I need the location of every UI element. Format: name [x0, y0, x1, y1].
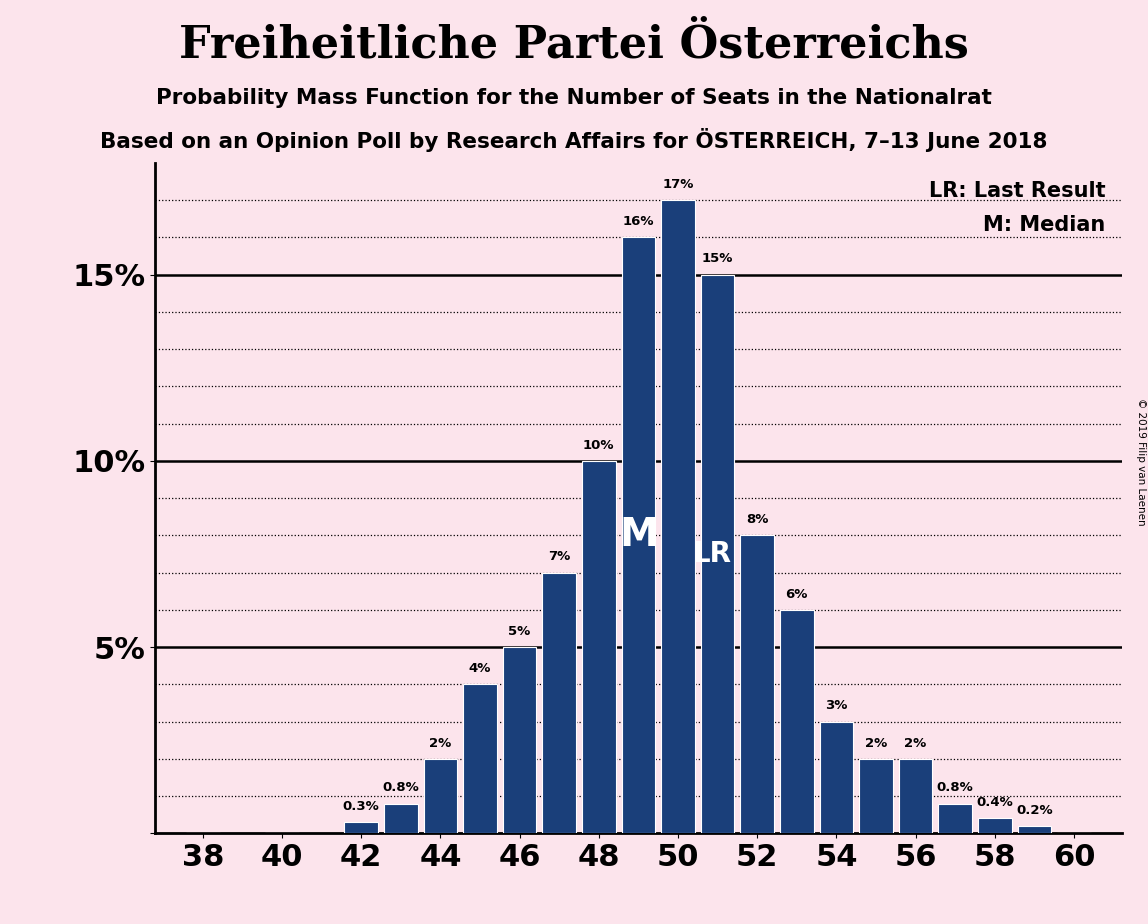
Bar	[938, 804, 972, 833]
Bar	[1017, 826, 1052, 833]
Text: 2%: 2%	[864, 736, 887, 749]
Text: 0.4%: 0.4%	[977, 796, 1014, 809]
Text: 7%: 7%	[548, 551, 571, 564]
Text: 4%: 4%	[468, 662, 491, 675]
Text: © 2019 Filip van Laenen: © 2019 Filip van Laenen	[1135, 398, 1146, 526]
Text: 15%: 15%	[701, 252, 734, 265]
Bar	[700, 274, 735, 833]
Bar	[978, 819, 1011, 833]
Text: 0.8%: 0.8%	[937, 781, 974, 795]
Bar	[582, 461, 615, 833]
Bar	[899, 759, 932, 833]
Text: 0.3%: 0.3%	[343, 800, 380, 813]
Bar	[383, 804, 418, 833]
Text: 0.2%: 0.2%	[1016, 804, 1053, 817]
Bar	[779, 610, 814, 833]
Text: 17%: 17%	[662, 177, 693, 190]
Text: Probability Mass Function for the Number of Seats in the Nationalrat: Probability Mass Function for the Number…	[156, 88, 992, 108]
Bar	[503, 647, 536, 833]
Text: 2%: 2%	[429, 736, 451, 749]
Text: 0.8%: 0.8%	[382, 781, 419, 795]
Text: 16%: 16%	[622, 215, 654, 228]
Bar	[661, 201, 695, 833]
Bar	[820, 722, 853, 833]
Text: Freiheitliche Partei Österreichs: Freiheitliche Partei Österreichs	[179, 23, 969, 67]
Text: Based on an Opinion Poll by Research Affairs for ÖSTERREICH, 7–13 June 2018: Based on an Opinion Poll by Research Aff…	[100, 128, 1048, 152]
Bar	[424, 759, 457, 833]
Text: 10%: 10%	[583, 439, 614, 452]
Text: M: M	[619, 517, 658, 554]
Text: M: Median: M: Median	[984, 215, 1106, 235]
Bar	[740, 535, 774, 833]
Text: 5%: 5%	[509, 625, 530, 638]
Text: LR: LR	[692, 540, 731, 568]
Text: 8%: 8%	[746, 513, 768, 526]
Text: 3%: 3%	[825, 699, 847, 712]
Bar	[463, 685, 497, 833]
Bar	[621, 237, 656, 833]
Bar	[859, 759, 893, 833]
Bar	[344, 822, 378, 833]
Bar	[542, 573, 576, 833]
Text: LR: Last Result: LR: Last Result	[929, 181, 1106, 201]
Text: 6%: 6%	[785, 588, 808, 601]
Text: 2%: 2%	[905, 736, 926, 749]
